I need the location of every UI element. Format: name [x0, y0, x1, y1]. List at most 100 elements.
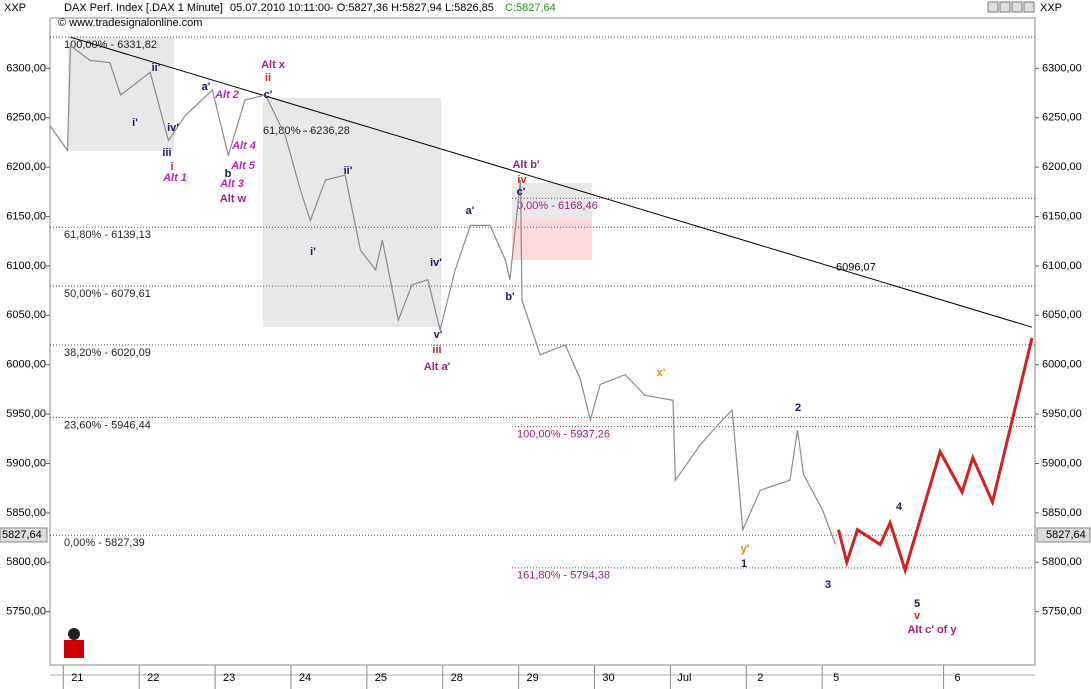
shade-box [512, 183, 592, 220]
button[interactable] [987, 1, 999, 13]
wave-label: iii [432, 344, 441, 356]
x-tick-label: 25 [375, 672, 387, 684]
fib-label: 23,60% - 5946,44 [64, 420, 151, 432]
logo-shape [64, 640, 84, 658]
y-tick-label: 6050,00 [6, 309, 46, 321]
wave-label: i' [310, 246, 316, 258]
x-tick-label: 29 [527, 672, 539, 684]
last-price-box [1036, 527, 1091, 543]
y-tick-label: 6300,00 [1042, 62, 1082, 74]
last-price-box [0, 527, 48, 543]
wave-label: a' [466, 205, 475, 217]
wave-label: Alt b' [512, 159, 539, 171]
fib-label: 61,80% - 6139,13 [64, 229, 151, 241]
target-box [512, 218, 592, 260]
datetime: 05.07.2010 10:11:00 [230, 2, 330, 14]
trendline-label: 6096,07 [836, 262, 876, 274]
y-tick-label: 6150,00 [6, 210, 46, 222]
wave-label: Alt a' [424, 361, 451, 373]
wave-label: b [225, 168, 232, 180]
fib-label: 161,80% - 5794,38 [517, 570, 610, 582]
wave-label: 1 [741, 558, 747, 570]
wave-label: b' [505, 291, 515, 303]
x-tick-label: 23 [223, 672, 235, 684]
y-tick-label: 6100,00 [6, 260, 46, 272]
wave-label: i' [132, 117, 138, 129]
wave-label: a' [202, 81, 211, 93]
x-tick-label: Jul [677, 672, 691, 684]
wave-label: iii [162, 147, 171, 159]
y-tick-label: 5750,00 [1042, 606, 1082, 618]
y-tick-label: 6300,00 [6, 62, 46, 74]
wave-label: Alt 2 [214, 89, 239, 101]
wave-label: v' [434, 329, 443, 341]
x-tick-label: 24 [299, 672, 311, 684]
wave-label: Alt w [220, 193, 247, 205]
y-tick-label: 6000,00 [1042, 359, 1082, 371]
y-tick-label: 6100,00 [1042, 260, 1082, 272]
y-tick-label: 5900,00 [1042, 457, 1082, 469]
y-tick-label: 6000,00 [6, 359, 46, 371]
button[interactable] [999, 1, 1011, 13]
x-tick-label: 28 [451, 672, 463, 684]
y-tick-label: 6250,00 [1042, 112, 1082, 124]
wave-label: 3 [825, 579, 831, 591]
y-tick-label: 5950,00 [6, 408, 46, 420]
wave-label: 4 [896, 501, 903, 513]
y-tick-label: 5850,00 [1042, 507, 1082, 519]
x-tick-label: 5 [833, 672, 839, 684]
last-price-label: 5827,64 [2, 529, 42, 541]
close: C:5827,64 [505, 2, 556, 14]
y-tick-label: 5750,00 [6, 606, 46, 618]
wave-label: c' [517, 186, 526, 198]
wave-label: c' [264, 89, 273, 101]
wave-label: Alt 5 [230, 160, 256, 172]
y-tick-label: 5950,00 [1042, 408, 1082, 420]
wave-label: ii [265, 72, 271, 84]
wave-label: iv [517, 174, 527, 186]
y-tick-label: 5800,00 [6, 556, 46, 568]
wave-label: v [914, 610, 921, 622]
plot-area [49, 17, 1036, 666]
symbol-right: XXP [1040, 2, 1062, 14]
wave-label: ii' [152, 62, 161, 74]
wave-label: Alt 3 [219, 178, 244, 190]
y-tick-label: 6050,00 [1042, 309, 1082, 321]
y-tick-label: 6150,00 [1042, 210, 1082, 222]
y-tick-label: 6200,00 [1042, 161, 1082, 173]
x-tick-label: 21 [71, 672, 83, 684]
wave-label: Alt 1 [162, 172, 187, 184]
y-tick-label: 5900,00 [6, 457, 46, 469]
fib-label: 61,80% - 6236,28 [263, 125, 350, 137]
wave-label: y' [741, 543, 750, 555]
y-tick-label: 5800,00 [1042, 556, 1082, 568]
wave-label: Alt 4 [231, 140, 256, 152]
trendline [70, 36, 1033, 328]
x-tick-label: 22 [147, 672, 159, 684]
wave-label: 2 [795, 402, 801, 414]
wave-label: iv' [430, 257, 442, 269]
last-price-label: 5827,64 [1046, 529, 1086, 541]
fib-label: 38,20% - 6020,09 [64, 347, 151, 359]
copyright: © www.tradesignalonline.com [58, 17, 202, 29]
y-tick-label: 6200,00 [6, 161, 46, 173]
x-tick-label: 30 [602, 672, 614, 684]
wave-label: Alt c' of y [907, 624, 957, 636]
wave-label: ii' [344, 165, 353, 177]
symbol-left: XXP [4, 2, 26, 14]
fib-label: 0,00% - 5827,39 [64, 537, 145, 549]
wave-label: iv' [167, 122, 179, 134]
title: DAX Perf. Index [.DAX 1 Minute] [64, 2, 223, 14]
price-line [837, 337, 1034, 576]
button[interactable] [1023, 1, 1035, 13]
window-buttons [987, 1, 1035, 13]
logo [64, 628, 84, 658]
wave-label: i [170, 161, 173, 173]
fib-label: 0,00% - 6168,46 [517, 200, 598, 212]
y-tick-label: 5850,00 [6, 507, 46, 519]
button[interactable] [1011, 1, 1023, 13]
shade-box [263, 98, 441, 327]
wave-label: 5 [914, 598, 920, 610]
logo-shape [68, 628, 80, 640]
